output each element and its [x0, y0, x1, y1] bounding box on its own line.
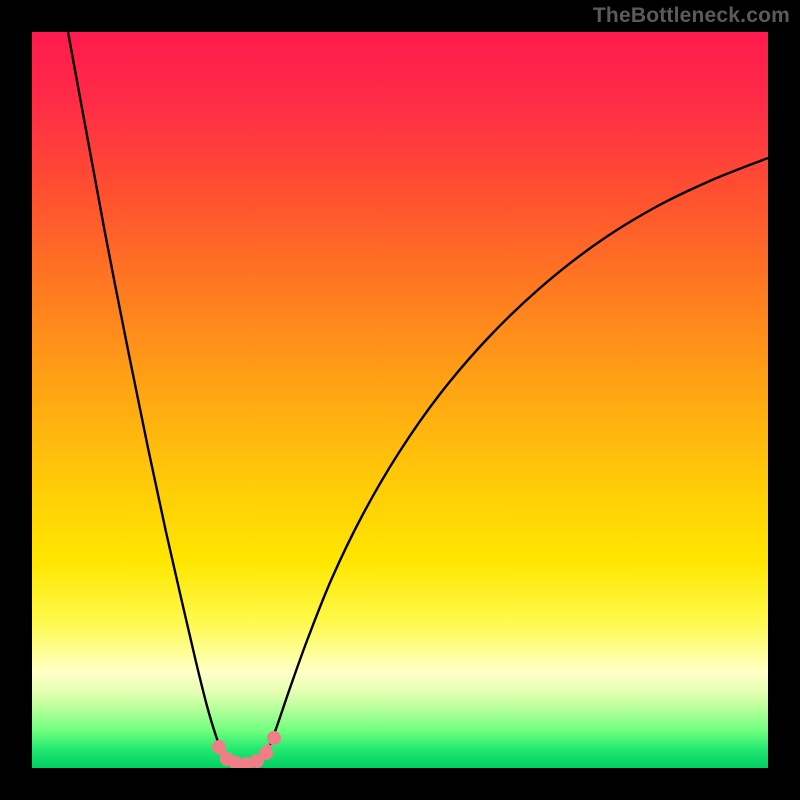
watermark-text: TheBottleneck.com: [593, 4, 790, 28]
marker-dot: [259, 746, 273, 760]
marker-dot: [212, 740, 226, 754]
gradient-background: [32, 32, 768, 768]
marker-dot: [267, 731, 281, 745]
bottleneck-chart: [0, 0, 800, 800]
chart-container: TheBottleneck.com: [0, 0, 800, 800]
